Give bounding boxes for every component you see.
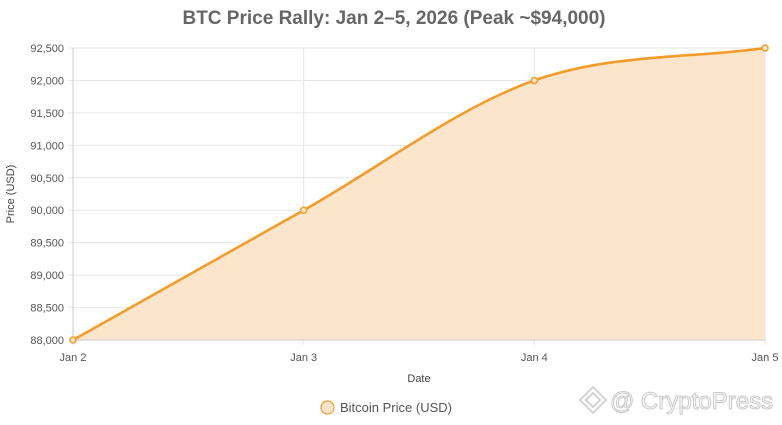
x-tick-labels: Jan 2 Jan 3 Jan 4 Jan 5 [60,352,779,364]
y-tick-labels: 88,000 88,500 89,000 89,500 90,000 90,500 91,0… [30,43,64,347]
y-tick-label: 92,000 [30,75,64,87]
data-point[interactable] [69,336,77,344]
data-point[interactable] [761,44,769,52]
x-tick-label: Jan 2 [60,352,87,364]
y-tick-label: 90,500 [30,173,64,185]
data-points [69,44,769,344]
y-tick-label: 90,000 [30,205,64,217]
chart-title: BTC Price Rally: Jan 2–5, 2026 (Peak ~$9… [182,8,605,29]
axes [72,48,765,341]
watermark-text: @ CryptoPress [610,388,773,415]
x-tick-label: Jan 4 [521,352,548,364]
area-fill-layer [73,48,765,340]
series-line [71,46,767,342]
data-point[interactable] [299,206,308,214]
watermark: @ CryptoPress [578,385,774,416]
y-tick-label: 89,500 [30,238,64,250]
y-tick-label: 88,500 [30,303,64,315]
x-axis-title: Date [407,373,430,385]
y-axis-title: Price (USD) [5,165,17,224]
y-tick-label: 92,500 [30,43,64,55]
data-point[interactable] [530,76,539,85]
binance-diamond-logo-icon [578,385,608,415]
legend[interactable]: Bitcoin Price (USD) [320,400,452,415]
area-fill [73,48,765,340]
y-tick-label: 91,000 [30,140,64,152]
y-tick-label: 89,000 [30,270,64,282]
y-tick-label: 91,500 [30,108,64,120]
x-tick-label: Jan 5 [752,352,779,364]
x-tick-label: Jan 3 [290,352,317,364]
legend-label: Bitcoin Price (USD) [340,400,452,415]
legend-swatch [320,400,335,415]
series-line-layer [71,46,767,342]
y-tick-label: 88,000 [30,335,64,347]
